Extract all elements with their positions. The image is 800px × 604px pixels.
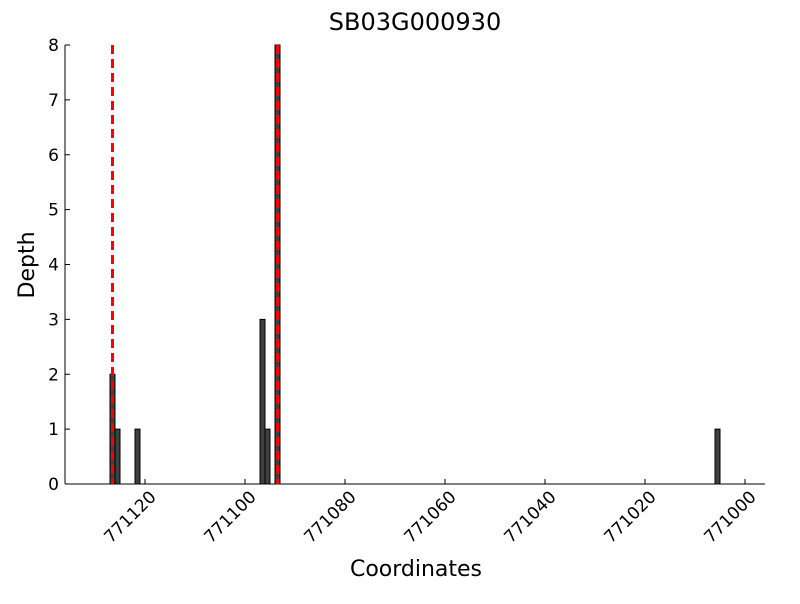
y-tick-label: 1 xyxy=(48,420,59,440)
y-tick-label: 7 xyxy=(48,91,59,111)
bar xyxy=(714,428,721,485)
bar xyxy=(264,428,271,485)
y-tick-label: 3 xyxy=(48,310,59,330)
bar xyxy=(274,44,281,485)
y-tick-label: 4 xyxy=(48,256,59,276)
y-tick-label: 2 xyxy=(48,365,59,385)
y-tick-label: 8 xyxy=(48,36,59,56)
y-tick-label: 0 xyxy=(48,475,59,495)
bar xyxy=(114,428,121,485)
x-axis-label: Coordinates xyxy=(350,557,482,582)
bar xyxy=(134,428,141,485)
bar xyxy=(259,318,266,485)
y-tick-label: 6 xyxy=(48,146,59,166)
chart-title: SB03G000930 xyxy=(329,8,501,36)
y-tick-label: 5 xyxy=(48,201,59,221)
y-axis-label: Depth xyxy=(15,231,40,298)
